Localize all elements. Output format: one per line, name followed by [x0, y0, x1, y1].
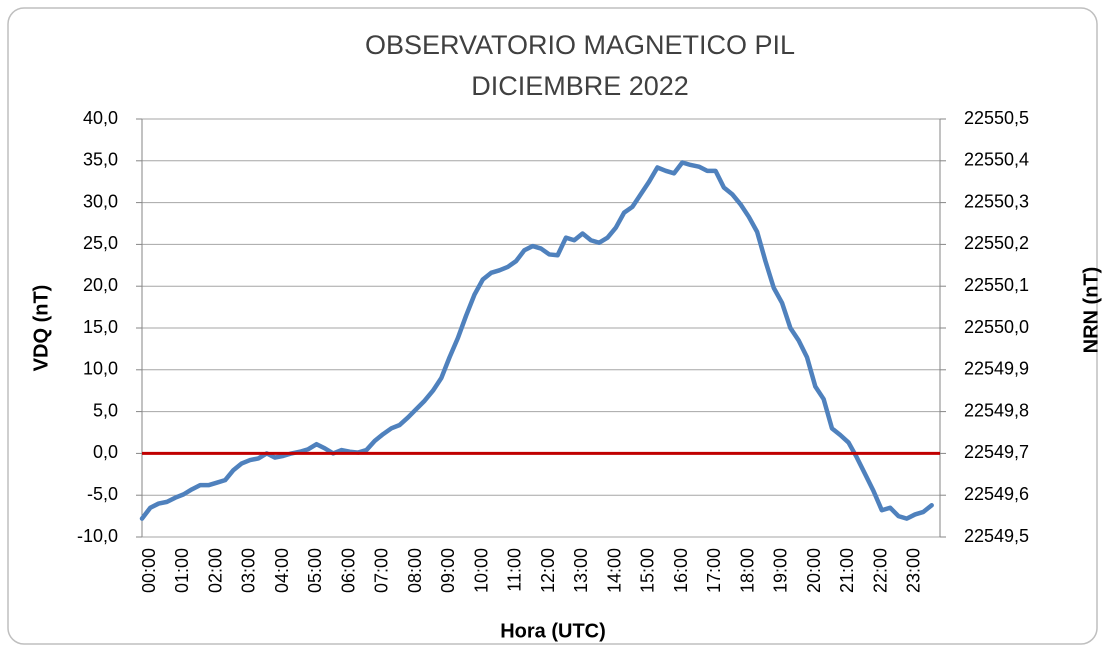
- x-tick-label: 13:00: [571, 548, 591, 593]
- x-tick-label: 22:00: [870, 548, 890, 593]
- x-tick-label: 08:00: [405, 548, 425, 593]
- x-tick-label: 21:00: [837, 548, 857, 593]
- y2-tick-label: 22549,9: [964, 359, 1029, 379]
- x-tick-label: 16:00: [671, 548, 691, 593]
- y2-tick-label: 22550,5: [964, 108, 1029, 128]
- x-tick-label: 06:00: [338, 548, 358, 593]
- x-tick-label: 03:00: [239, 548, 259, 593]
- y-tick-label: 20,0: [83, 275, 118, 295]
- y2-tick-label: 22550,0: [964, 317, 1029, 337]
- y2-tick-label: 22549,7: [964, 442, 1029, 462]
- y2-tick-label: 22549,5: [964, 526, 1029, 546]
- data-line: [139, 160, 934, 521]
- y-tick-label: 5,0: [93, 400, 118, 420]
- x-tick-label: 14:00: [604, 548, 624, 593]
- x-tick-label: 20:00: [804, 548, 824, 593]
- y-tick-label: 0,0: [93, 442, 118, 462]
- y2-axis-title: NRN (nT): [1080, 267, 1102, 354]
- y-tick-label: 40,0: [83, 108, 118, 128]
- y-tick-label: 15,0: [83, 317, 118, 337]
- x-tick-label: 17:00: [704, 548, 724, 593]
- y-axis-title: VDQ (nT): [30, 285, 52, 372]
- x-tick-label: 18:00: [737, 548, 757, 593]
- chart-title: OBSERVATORIO MAGNETICO PIL: [365, 30, 795, 60]
- y2-tick-label: 22550,1: [964, 275, 1029, 295]
- x-tick-label: 07:00: [372, 548, 392, 593]
- x-tick-label: 11:00: [505, 548, 525, 592]
- x-tick-label: 19:00: [771, 548, 791, 593]
- x-tick-label: 12:00: [538, 548, 558, 593]
- y-tick-label: 35,0: [83, 150, 118, 170]
- y2-tick-label: 22550,4: [964, 150, 1029, 170]
- y2-tick-label: 22550,3: [964, 191, 1029, 211]
- chart-frame: [7, 7, 1098, 645]
- x-tick-label: 05:00: [305, 548, 325, 593]
- x-tick-label: 10:00: [471, 548, 491, 593]
- x-tick-label: 23:00: [904, 548, 924, 593]
- x-axis-title: Hora (UTC): [500, 620, 606, 642]
- y2-tick-label: 22550,2: [964, 233, 1029, 253]
- x-tick-label: 00:00: [139, 548, 159, 593]
- y-tick-label: 10,0: [83, 359, 118, 379]
- y-tick-label: 30,0: [83, 191, 118, 211]
- x-tick-label: 01:00: [172, 548, 192, 593]
- x-tick-label: 15:00: [638, 548, 658, 593]
- y2-tick-label: 22549,8: [964, 400, 1029, 420]
- x-tick-label: 04:00: [272, 548, 292, 593]
- y-tick-label: -5,0: [87, 484, 118, 504]
- x-tick-label: 09:00: [438, 548, 458, 593]
- y-tick-label: -10,0: [77, 526, 118, 546]
- y2-tick-label: 22549,6: [964, 484, 1029, 504]
- x-tick-label: 02:00: [205, 548, 225, 593]
- chart-subtitle: DICIEMBRE 2022: [471, 71, 689, 101]
- y-tick-label: 25,0: [83, 233, 118, 253]
